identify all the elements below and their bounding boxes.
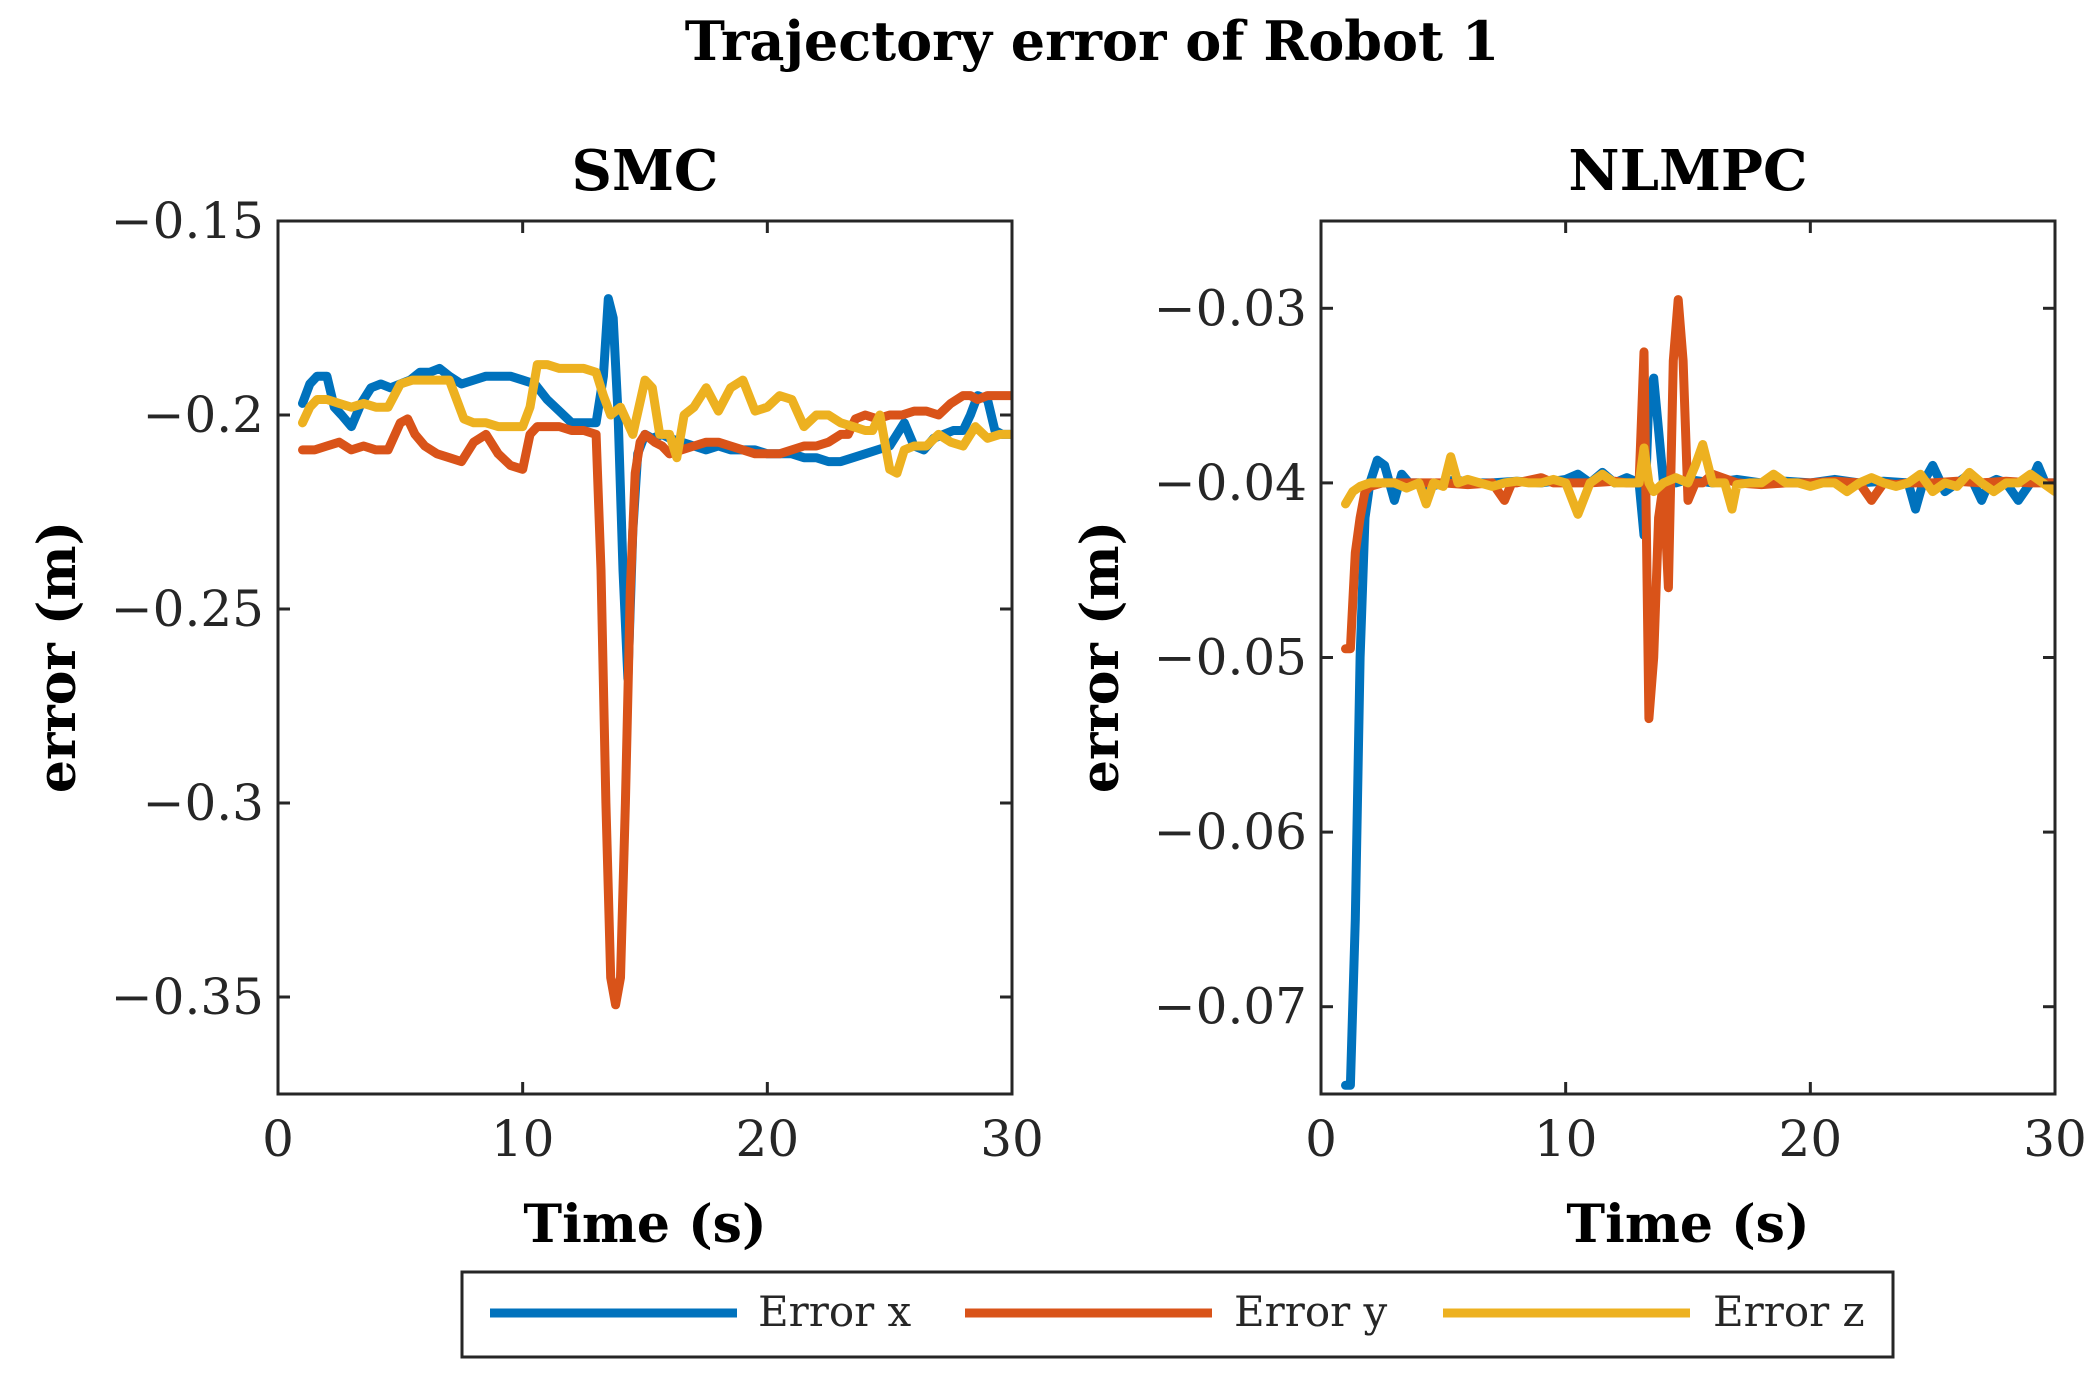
series-line-error-y-smc (298, 391, 1012, 1010)
legend-label-error-z: Error z (1713, 1287, 1865, 1336)
plot-smc: SMC 0 10 20 30 −0.15 −0.2 −0.25 −0.3 −0.35 Time … (27, 138, 1044, 1255)
y-axis-label-smc: error (m) (27, 521, 88, 793)
legend: Error x Error y Error z (460, 1270, 1895, 1359)
x-tick-label-nlmpc: 0 (1305, 1110, 1337, 1168)
y-tick-label-nlmpc: −0.06 (1154, 803, 1307, 861)
series-line-error-y-nlmpc (1341, 295, 2055, 724)
series-layer-nlmpc (1341, 295, 2055, 1090)
y-tick-label-smc: −0.15 (111, 192, 264, 250)
series-line-error-z-smc (298, 360, 1012, 478)
x-axis-label-nlmpc: Time (s) (1566, 1194, 1809, 1255)
legend-item-error-z: Error z (1443, 1287, 1865, 1336)
y-tick-label-smc: −0.25 (111, 580, 264, 638)
axes-box-smc (276, 219, 1014, 1096)
y-tick-label-smc: −0.35 (111, 968, 264, 1026)
y-tick-label-nlmpc: −0.05 (1154, 629, 1307, 687)
plot-nlmpc: NLMPC 0 10 20 30 −0.03 −0.04 −0.05 −0.06 −0.07 T… (1070, 138, 2087, 1255)
x-tick-label-nlmpc: 20 (1779, 1110, 1843, 1168)
series-line-error-z-nlmpc (1341, 440, 2055, 519)
legend-item-error-y: Error y (965, 1287, 1388, 1336)
x-tick-label-smc: 30 (980, 1110, 1044, 1168)
legend-item-error-x: Error x (490, 1287, 912, 1336)
figure-title: Trajectory error of Robot 1 (685, 9, 1500, 73)
series-line-error-x-smc (298, 294, 1012, 684)
axes-box-nlmpc (1319, 219, 2057, 1096)
series-layer-smc (298, 294, 1012, 1010)
y-axis-label-nlmpc: error (m) (1070, 521, 1131, 793)
plot-title-smc: SMC (572, 138, 719, 204)
tick-layer-nlmpc: 0 10 20 30 −0.03 −0.04 −0.05 −0.06 −0.07 (1154, 221, 2087, 1168)
tick-layer-smc: 0 10 20 30 −0.15 −0.2 −0.25 −0.3 −0.35 (111, 192, 1044, 1168)
y-tick-label-nlmpc: −0.07 (1154, 978, 1307, 1036)
x-tick-label-smc: 20 (736, 1110, 800, 1168)
plot-title-nlmpc: NLMPC (1568, 138, 1807, 204)
x-tick-label-nlmpc: 30 (2023, 1110, 2087, 1168)
x-tick-label-smc: 10 (491, 1110, 555, 1168)
y-tick-label-smc: −0.3 (143, 774, 264, 832)
x-tick-label-smc: 0 (262, 1110, 294, 1168)
x-tick-label-nlmpc: 10 (1534, 1110, 1598, 1168)
y-tick-label-nlmpc: −0.03 (1154, 279, 1307, 337)
legend-label-error-y: Error y (1234, 1287, 1388, 1336)
y-tick-label-smc: −0.2 (143, 386, 264, 444)
y-tick-label-nlmpc: −0.04 (1154, 454, 1307, 512)
x-axis-label-smc: Time (s) (523, 1194, 766, 1255)
legend-label-error-x: Error x (758, 1287, 912, 1336)
